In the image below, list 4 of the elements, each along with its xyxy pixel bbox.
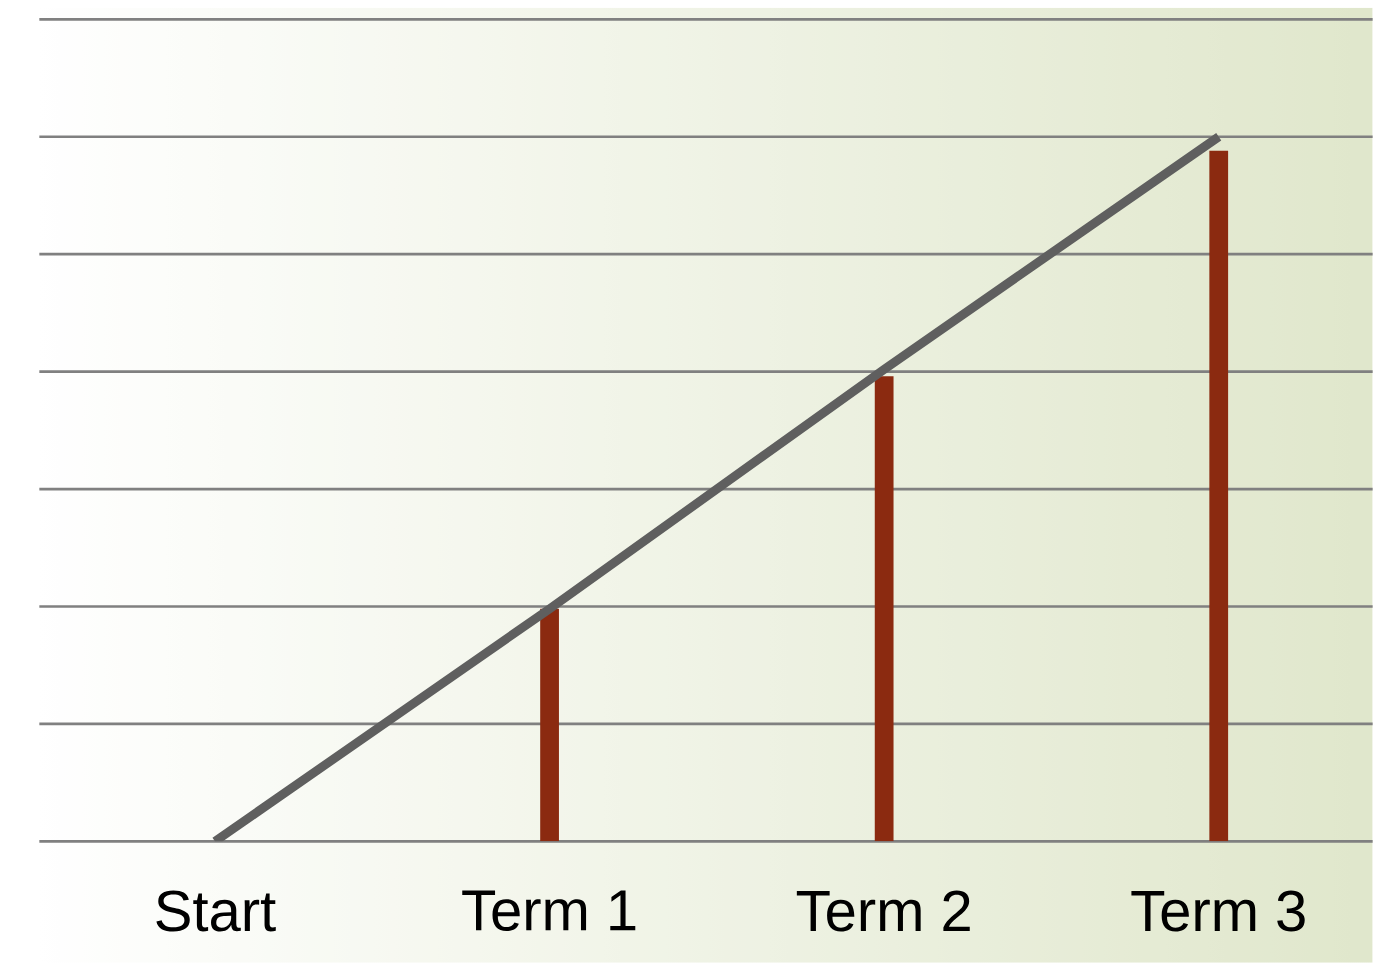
- x-tick-label: Term 2: [796, 890, 970, 932]
- x-tick-label: Start: [156, 890, 276, 932]
- x-tick-label: Term 1: [462, 890, 636, 932]
- x-tick-label: Term 3: [1131, 890, 1305, 932]
